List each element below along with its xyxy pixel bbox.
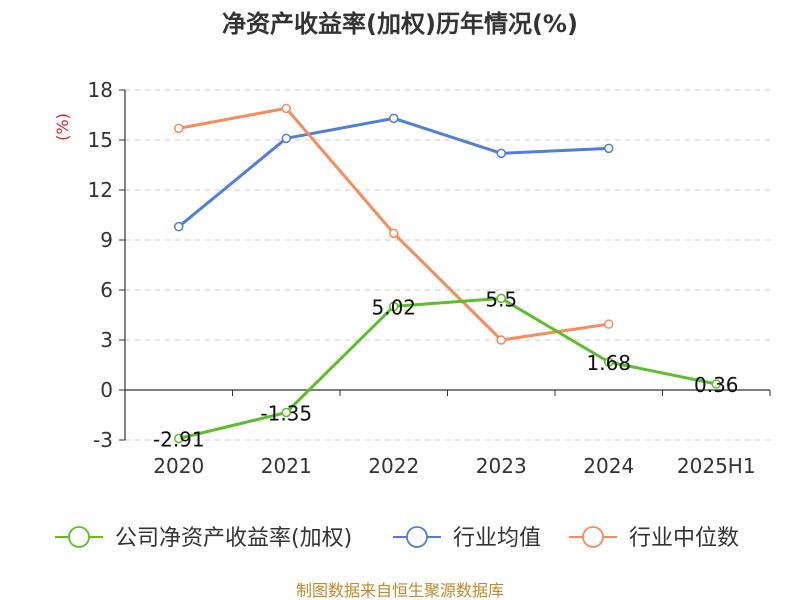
legend-item: 行业中位数 [569,526,739,551]
data-point [496,293,506,304]
data-point [711,379,721,389]
axes: -3 0 3 6 9 12 15 18 2020 2021 2022 2023 2024 2025H1 [88,78,771,478]
series-2 [174,103,614,345]
legend-label: 公司净资产收益率(加权) [115,526,352,551]
data-point [174,221,184,232]
y-tick-label: 15 [88,128,113,152]
legend-item: 公司净资产收益率(加权) [55,526,352,551]
series-line [177,116,609,228]
legend-marker [406,526,428,548]
data-point [389,113,399,124]
y-tick-label: 3 [100,328,113,352]
y-tick-label: 12 [88,178,113,202]
data-label: 5.5 [485,287,517,311]
x-tick-label: 2025H1 [677,454,756,478]
legend-label: 行业中位数 [629,526,739,551]
data-point [281,407,291,418]
y-tick-label: -3 [93,428,113,452]
series-0 [174,293,721,444]
data-point [281,133,291,144]
series-1 [174,113,614,232]
data-point [604,357,614,367]
y-tick-label: 6 [100,278,113,302]
data-label: -1.35 [260,402,312,426]
x-tick-label: 2022 [368,454,419,478]
data-point [281,103,291,114]
series-lines [174,103,721,444]
source-note: 制图数据来自恒生聚源数据库 [296,581,504,600]
data-point [496,335,506,345]
data-point [389,301,399,312]
data-point [496,148,506,159]
legend-item: 行业均值 [393,526,541,551]
legend-label: 行业均值 [453,526,541,551]
x-tick-label: 2021 [261,454,312,478]
data-point [174,123,184,134]
data-point [389,228,399,239]
chart-title: 净资产收益率(加权)历年情况(%) [222,10,578,38]
grid-lines [125,89,770,441]
y-tick-label: 18 [88,78,113,102]
x-tick-label: 2024 [583,454,634,478]
y-tick-label: 0 [100,378,113,402]
data-point [604,143,614,154]
data-point [174,433,184,444]
data-label: 0.36 [694,373,739,397]
legend-marker [582,526,604,548]
legend: 公司净资产收益率(加权) 行业均值 行业中位数 [55,526,739,551]
y-tick-label: 9 [100,228,113,252]
series-line [178,296,717,440]
data-label: 5.02 [371,295,416,319]
data-label: -2.91 [153,428,205,452]
y-axis-label: (%) [53,113,72,141]
legend-marker [68,526,90,548]
x-tick-label: 2020 [153,454,204,478]
x-tick-label: 2023 [476,454,527,478]
data-label: 1.68 [586,351,631,375]
data-labels: -2.91 -1.35 5.02 5.5 1.68 0.36 [153,287,739,451]
data-point [604,319,614,329]
